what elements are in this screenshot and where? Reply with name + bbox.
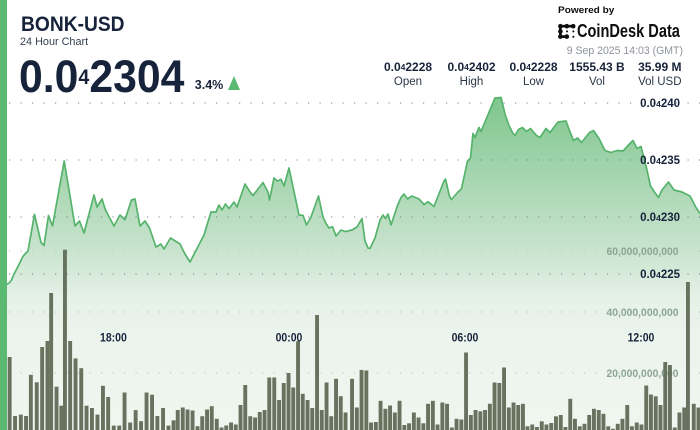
svg-text:0.04230: 0.04230 <box>640 212 680 224</box>
svg-text:40,000,000,000: 40,000,000,000 <box>607 307 679 319</box>
svg-text:06:00: 06:00 <box>452 333 479 345</box>
svg-text:20,000,000,000: 20,000,000,000 <box>607 368 679 380</box>
svg-text:0.04235: 0.04235 <box>640 155 681 167</box>
svg-text:18:00: 18:00 <box>100 333 127 345</box>
svg-text:60,000,000,000: 60,000,000,000 <box>607 246 679 258</box>
svg-text:0.04225: 0.04225 <box>640 269 681 281</box>
svg-text:0.04240: 0.04240 <box>640 98 680 110</box>
svg-text:12:00: 12:00 <box>628 333 655 345</box>
svg-text:00:00: 00:00 <box>276 333 303 345</box>
